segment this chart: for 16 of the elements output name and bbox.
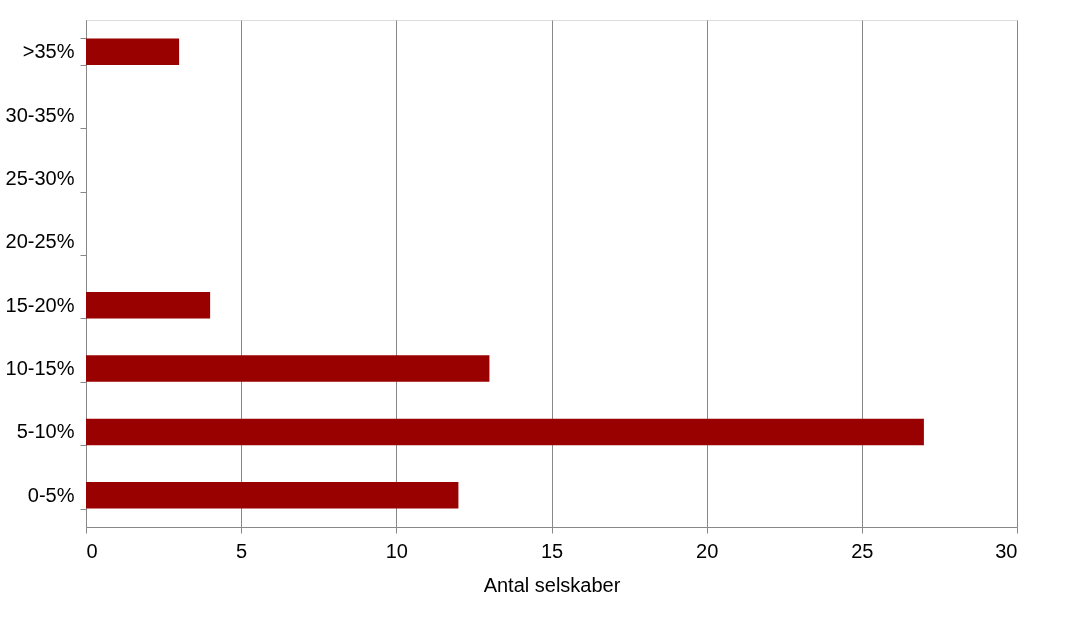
x-tick-label: 0: [86, 539, 98, 562]
y-tick-label: 5-10%: [16, 420, 75, 443]
y-tick-label: 25-30%: [5, 166, 75, 189]
y-tick-label: 10-15%: [5, 357, 75, 380]
x-tick-label: 5: [236, 539, 248, 562]
x-tick-label: 15: [540, 539, 564, 562]
y-tick-label: 15-20%: [5, 293, 75, 316]
y-tick-label: >35%: [22, 40, 75, 63]
y-tick-label: 20-25%: [5, 230, 75, 253]
x-axis-title: Antal selskaber: [483, 573, 621, 596]
y-tick-label: 30-35%: [5, 103, 75, 126]
x-tick-label: 20: [696, 539, 719, 562]
x-tick-label: 30: [995, 539, 1018, 562]
x-tick-label: 25: [851, 539, 874, 562]
x-tick-label: 10: [385, 539, 408, 562]
y-tick-label: 0-5%: [27, 483, 75, 506]
